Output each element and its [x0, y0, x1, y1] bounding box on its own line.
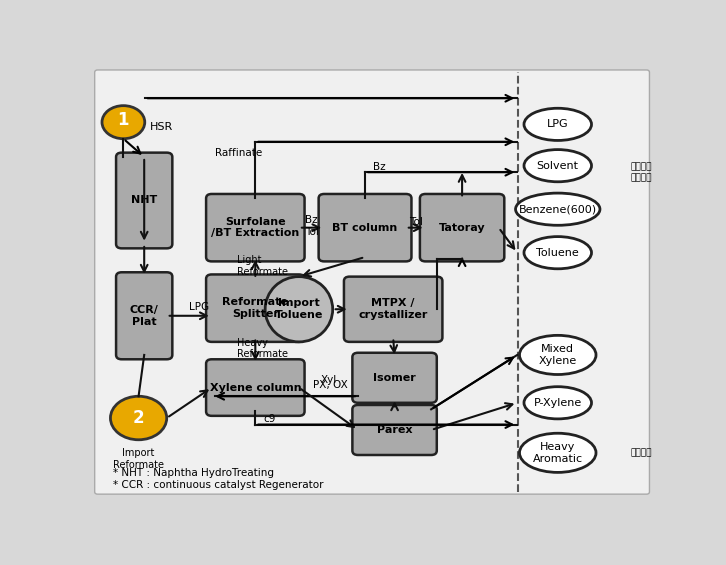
Circle shape — [110, 396, 167, 440]
Ellipse shape — [520, 336, 596, 375]
Text: Xylene column: Xylene column — [210, 383, 301, 393]
FancyBboxPatch shape — [319, 194, 412, 262]
Text: Light
Reformate: Light Reformate — [237, 255, 288, 276]
Text: NHT: NHT — [131, 195, 158, 206]
Text: Reformate
Splitter: Reformate Splitter — [222, 297, 288, 319]
Ellipse shape — [524, 237, 592, 269]
Text: Mixed
Xylene: Mixed Xylene — [539, 344, 577, 366]
Text: 2: 2 — [133, 409, 144, 427]
Text: Tol: Tol — [409, 218, 423, 228]
Ellipse shape — [520, 433, 596, 472]
Text: Tol: Tol — [305, 227, 319, 237]
Text: c9: c9 — [264, 414, 276, 424]
FancyBboxPatch shape — [206, 359, 305, 416]
Text: BT column: BT column — [333, 223, 398, 233]
Text: Heavy
Reformate: Heavy Reformate — [237, 338, 288, 359]
Text: HSR: HSR — [150, 121, 173, 132]
Text: Xyl: Xyl — [320, 375, 337, 385]
Text: Solvent: Solvent — [537, 160, 579, 171]
Text: 산업용제
산업원료: 산업용제 산업원료 — [631, 163, 653, 182]
FancyBboxPatch shape — [352, 353, 437, 403]
Ellipse shape — [524, 386, 592, 419]
Text: * NHT : Naphtha HydroTreating
* CCR : continuous catalyst Regenerator: * NHT : Naphtha HydroTreating * CCR : co… — [113, 468, 324, 490]
Circle shape — [102, 106, 144, 139]
Text: Heavy
Aromatic: Heavy Aromatic — [533, 442, 583, 464]
Ellipse shape — [515, 193, 600, 225]
Text: Surfolane
/BT Extraction: Surfolane /BT Extraction — [211, 217, 299, 238]
Text: 산업용제: 산업용제 — [631, 448, 653, 457]
Text: LPG: LPG — [547, 119, 568, 129]
Text: LPG: LPG — [189, 302, 209, 312]
Text: Import
Toluene: Import Toluene — [274, 298, 323, 320]
Text: Isomer: Isomer — [373, 373, 416, 383]
Ellipse shape — [265, 277, 333, 342]
Text: Raffinate: Raffinate — [215, 147, 262, 158]
Text: Bz: Bz — [373, 162, 386, 172]
FancyBboxPatch shape — [420, 194, 505, 262]
Text: Bz: Bz — [305, 215, 318, 225]
Ellipse shape — [524, 150, 592, 182]
Text: Benzene(600): Benzene(600) — [518, 204, 597, 214]
Text: CCR/
Plat: CCR/ Plat — [130, 305, 159, 327]
Text: Parex: Parex — [377, 425, 412, 435]
Ellipse shape — [524, 108, 592, 141]
FancyBboxPatch shape — [94, 70, 650, 494]
FancyBboxPatch shape — [352, 405, 437, 455]
FancyBboxPatch shape — [206, 194, 305, 262]
FancyBboxPatch shape — [344, 277, 442, 342]
FancyBboxPatch shape — [116, 153, 172, 249]
Text: Toluene: Toluene — [537, 247, 579, 258]
Text: 1: 1 — [118, 111, 129, 129]
Text: PX, OX: PX, OX — [313, 380, 348, 390]
Text: MTPX /
crystallizer: MTPX / crystallizer — [359, 298, 428, 320]
FancyBboxPatch shape — [116, 272, 172, 359]
Text: Import
Reformate: Import Reformate — [113, 449, 164, 470]
Text: Tatoray: Tatoray — [439, 223, 486, 233]
Text: P-Xylene: P-Xylene — [534, 398, 582, 408]
FancyBboxPatch shape — [206, 275, 305, 342]
